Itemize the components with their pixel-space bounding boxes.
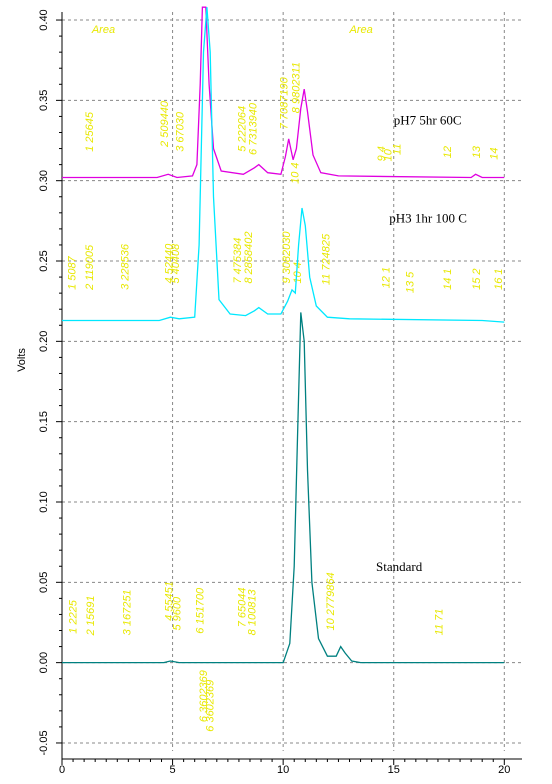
peak-label: 16 1: [493, 269, 505, 290]
grid-lines: [61, 12, 522, 751]
peak-label: 15 2: [471, 269, 483, 290]
peak-label: 10 4: [290, 162, 302, 183]
x-tick-label: 10: [277, 764, 289, 776]
y-tick-label: 0.05: [38, 572, 50, 593]
peak-label: 3 228536: [119, 243, 131, 290]
y-tick-label: 0.40: [38, 9, 50, 30]
peak-label: 6 3602369: [204, 680, 216, 732]
peak-label: 5 222064: [237, 106, 249, 152]
peak-label: 7 7087190: [279, 76, 291, 129]
y-tick-label: 0.25: [38, 250, 50, 271]
y-axis-label: Volts: [16, 348, 28, 372]
peak-label: 3 167251: [122, 589, 134, 635]
y-tick-label: 0.30: [38, 170, 50, 191]
series-line: [62, 312, 505, 664]
peak-label: 3 67030: [175, 111, 187, 152]
area-header: Area: [91, 24, 115, 36]
peak-label: 7 475384: [232, 238, 244, 284]
y-tick-label: 0.10: [38, 491, 50, 512]
peak-label: 4 52440: [164, 243, 176, 284]
peak-label: 5 9600: [171, 596, 183, 631]
series-line: [62, 6, 505, 179]
peak-label: 8 9802311: [291, 62, 303, 113]
peak-label: 6 3602369: [198, 670, 210, 722]
peak-label: 13 5: [405, 271, 417, 293]
peak-label: 7 65044: [237, 588, 249, 628]
peak-label: 2 119005: [84, 244, 96, 291]
peak-label: 10 4: [292, 262, 304, 283]
y-tick-label: 0.00: [38, 652, 50, 673]
peak-label: 14: [489, 148, 501, 160]
series-name-label: pH7 5hr 60C: [394, 112, 462, 127]
peak-label: 11 71: [433, 609, 445, 636]
y-tick-label: 0.15: [38, 411, 50, 432]
peak-label: 10 2779864: [325, 572, 337, 630]
series-name-label: Standard: [376, 559, 423, 574]
peak-label: 4 55451: [164, 581, 176, 621]
peak-label: 10: [383, 148, 395, 161]
peak-label: 8 2858402: [243, 232, 255, 284]
axes: -0.05 0.00 0.05 0.10 0.15 0.20 0.25 0.30 0.35 0.4…: [38, 9, 522, 776]
peak-label: 12 1: [380, 267, 392, 288]
peak-label: 11 724825: [321, 233, 333, 285]
peak-label: 1 2225: [67, 599, 79, 634]
y-tick-label: -0.05: [38, 730, 50, 755]
area-header: Area: [349, 24, 373, 36]
peak-label: 14 1: [442, 269, 454, 290]
peak-label: 9 3082030: [281, 231, 293, 284]
peak-label: 8 100813: [247, 589, 259, 636]
series-lines: [62, 6, 505, 664]
series-line: [62, 7, 505, 323]
x-tick-label: 15: [388, 764, 400, 776]
series-labels: pH7 5hr 60C pH3 1hr 100 C Standard: [376, 112, 467, 574]
peak-label: 1 25645: [84, 111, 96, 152]
y-tick-label: 0.20: [38, 331, 50, 352]
x-tick-label: 5: [170, 764, 176, 776]
x-tick-label: 0: [59, 764, 65, 776]
peak-label: 9 4: [376, 146, 388, 161]
peak-label: 11: [391, 144, 403, 155]
series-name-label: pH3 1hr 100 C: [389, 210, 467, 225]
x-tick-label: 20: [498, 764, 510, 776]
peak-label: 12: [442, 146, 454, 158]
peak-label: 5 40408: [170, 243, 182, 284]
peak-label: 6 7313940: [248, 102, 260, 155]
peak-label: 13: [471, 145, 483, 158]
peak-label: 1 5087: [66, 255, 78, 290]
peak-label: 2 15691: [85, 596, 97, 637]
peak-label: 2 509440: [159, 100, 171, 148]
peak-label: 6 151700: [195, 587, 207, 634]
y-tick-label: 0.35: [38, 90, 50, 111]
